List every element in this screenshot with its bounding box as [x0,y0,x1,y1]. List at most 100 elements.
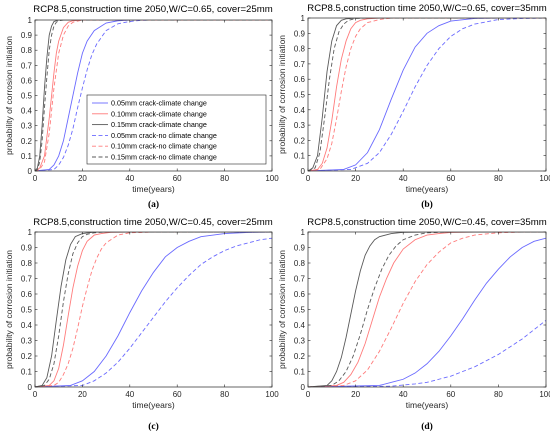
y-tick-label: 0.4 [294,106,306,115]
x-tick-label: 0 [306,390,311,399]
legend-entry: 0.05mm crack-climate change [111,99,207,108]
y-tick-label: 1 [301,14,306,23]
y-tick-label: 0.8 [21,46,33,55]
y-tick-label: 0.3 [21,122,33,131]
y-tick-label: 0.7 [294,60,306,69]
chart-panel-d: 0 20 40 60 80 100 0 0.1 0.2 0.3 0.4 0.5 0.6 0.7 0.8 0.9… [277,217,550,432]
series-group [308,18,546,171]
y-tick-label: 0.2 [21,352,33,361]
series-line-5 [35,232,272,387]
chart-title: RCP8.5,construction time 2050,W/C=0.45, … [307,217,546,228]
series-group [308,232,546,387]
series-line-1 [308,237,546,387]
x-tick-label: 40 [125,174,134,183]
x-tick-label: 20 [78,174,87,183]
x-axis-label: time(years) [406,184,449,194]
x-axis-label: time(years) [132,400,175,410]
chart-title: RCP8.5,construction time 2050,W/C=0.65, … [307,3,546,14]
plot-area [35,232,272,387]
chart-panel-c: 0 20 40 60 80 100 0 0.1 0.2 0.3 0.4 0.5 0.6 0.7 0.8 0.9… [4,217,279,432]
series-line-4 [308,18,546,171]
x-tick-label: 80 [220,390,229,399]
x-tick-label: 40 [399,174,408,183]
y-tick-label: 0.6 [294,290,306,299]
legend-entry: 0.15mm crack-climate change [111,120,207,129]
plot-area [308,18,546,171]
x-axis-label: time(years) [406,400,449,410]
y-tick-label: 0.9 [21,31,33,40]
x-axis-label: time(years) [132,184,175,194]
series-line-4 [35,20,272,171]
y-tick-label: 0.3 [21,337,33,346]
y-tick-label: 0 [28,383,33,392]
x-tick-label: 20 [351,390,360,399]
chart-panel-a: 0 20 40 60 80 100 0 0.1 0.2 0.3 0.4 0.5 0.6 0.7 0.8 0.9… [4,4,279,210]
y-tick-label: 0.6 [21,290,33,299]
panel-label: (d) [421,421,433,432]
y-tick-label: 0.5 [294,306,306,315]
y-tick-label: 0.2 [294,136,306,145]
series-line-2 [308,18,546,171]
y-tick-label: 0.1 [294,368,306,377]
x-tick-label: 100 [539,390,550,399]
series-line-2 [308,232,546,387]
y-tick-label: 0.1 [21,152,33,161]
y-tick-label: 0.8 [294,259,306,268]
y-tick-label: 0.5 [21,306,33,315]
y-tick-label: 0.3 [294,121,306,130]
x-tick-label: 80 [494,390,503,399]
x-tick-label: 0 [33,174,38,183]
x-tick-label: 0 [306,174,311,183]
series-line-3 [308,232,546,387]
x-tick-label: 60 [173,174,182,183]
y-axis-label: probability of corrosion initiation [277,250,287,369]
y-axis-label: probability of corrosion initiation [4,36,14,155]
series-line-2 [35,20,272,171]
series-line-5 [308,232,546,387]
x-tick-label: 60 [446,390,455,399]
y-tick-label: 1 [28,16,33,25]
x-tick-label: 100 [265,390,279,399]
y-tick-label: 0.2 [21,137,33,146]
x-tick-label: 100 [539,174,550,183]
y-tick-label: 0.6 [21,76,33,85]
legend-entry: 0.15mm crack-no climate change [111,153,217,162]
series-line-5 [308,18,546,171]
y-tick-label: 0.4 [21,321,33,330]
series-group [35,20,272,171]
chart-panel-b: 0 20 40 60 80 100 0 0.1 0.2 0.3 0.4 0.5 0.6 0.7 0.8 0.9… [277,3,550,210]
legend-entry: 0.05mm crack-no climate change [111,131,217,140]
series-line-6 [35,232,272,387]
x-tick-label: 20 [78,390,87,399]
panel-label: (a) [148,199,159,210]
x-tick-label: 60 [173,390,182,399]
legend-entry: 0.10mm crack-no climate change [111,142,217,151]
y-tick-label: 0 [301,167,306,176]
y-tick-label: 0.7 [21,61,33,70]
x-tick-label: 80 [220,174,229,183]
series-line-1 [308,18,546,171]
y-axis-label: probability of corrosion initiation [4,250,14,369]
y-tick-label: 0.8 [294,45,306,54]
y-tick-label: 0 [301,383,306,392]
y-tick-label: 0.9 [294,244,306,253]
x-tick-label: 100 [265,174,279,183]
legend-entry: 0.10mm crack-climate change [111,109,207,118]
series-line-3 [308,18,546,171]
y-tick-label: 0.7 [294,275,306,284]
y-tick-label: 0.3 [294,337,306,346]
y-tick-label: 1 [301,228,306,237]
y-tick-label: 0.7 [21,275,33,284]
x-tick-label: 60 [446,174,455,183]
y-tick-label: 1 [28,228,33,237]
chart-title: RCP8.5,construction time 2050,W/C=0.45, … [33,217,272,228]
panel-label: (c) [148,421,159,432]
series-line-6 [308,18,546,171]
y-tick-label: 0.9 [21,244,33,253]
y-tick-label: 0 [28,167,33,176]
series-line-3 [35,20,272,171]
chart-title: RCP8.5,construction time 2050,W/C=0.65, … [33,4,272,15]
y-tick-label: 0.6 [294,75,306,84]
